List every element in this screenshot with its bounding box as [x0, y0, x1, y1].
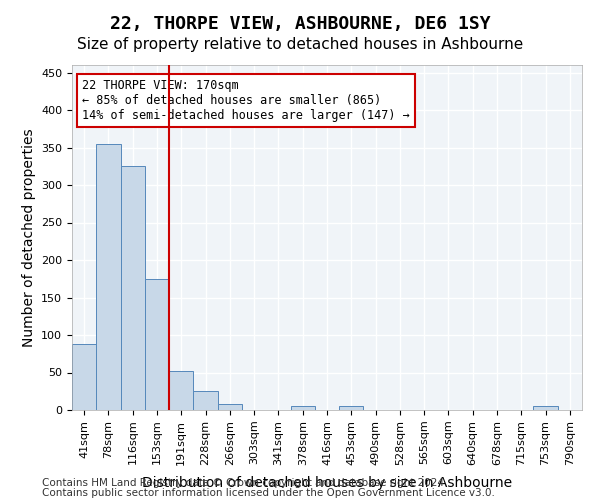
Bar [339, 406, 364, 410]
Bar [96, 144, 121, 410]
Bar [145, 279, 169, 410]
Bar [218, 404, 242, 410]
Bar [193, 391, 218, 410]
Text: Contains public sector information licensed under the Open Government Licence v3: Contains public sector information licen… [42, 488, 495, 498]
Bar [169, 371, 193, 410]
Text: Size of property relative to detached houses in Ashbourne: Size of property relative to detached ho… [77, 38, 523, 52]
Bar [290, 406, 315, 410]
Text: 22, THORPE VIEW, ASHBOURNE, DE6 1SY: 22, THORPE VIEW, ASHBOURNE, DE6 1SY [110, 15, 490, 33]
Bar [533, 406, 558, 410]
Bar [72, 344, 96, 410]
Text: Contains HM Land Registry data © Crown copyright and database right 2024.: Contains HM Land Registry data © Crown c… [42, 478, 448, 488]
Bar [121, 166, 145, 410]
X-axis label: Distribution of detached houses by size in Ashbourne: Distribution of detached houses by size … [142, 476, 512, 490]
Y-axis label: Number of detached properties: Number of detached properties [22, 128, 35, 347]
Text: 22 THORPE VIEW: 170sqm
← 85% of detached houses are smaller (865)
14% of semi-de: 22 THORPE VIEW: 170sqm ← 85% of detached… [82, 79, 410, 122]
